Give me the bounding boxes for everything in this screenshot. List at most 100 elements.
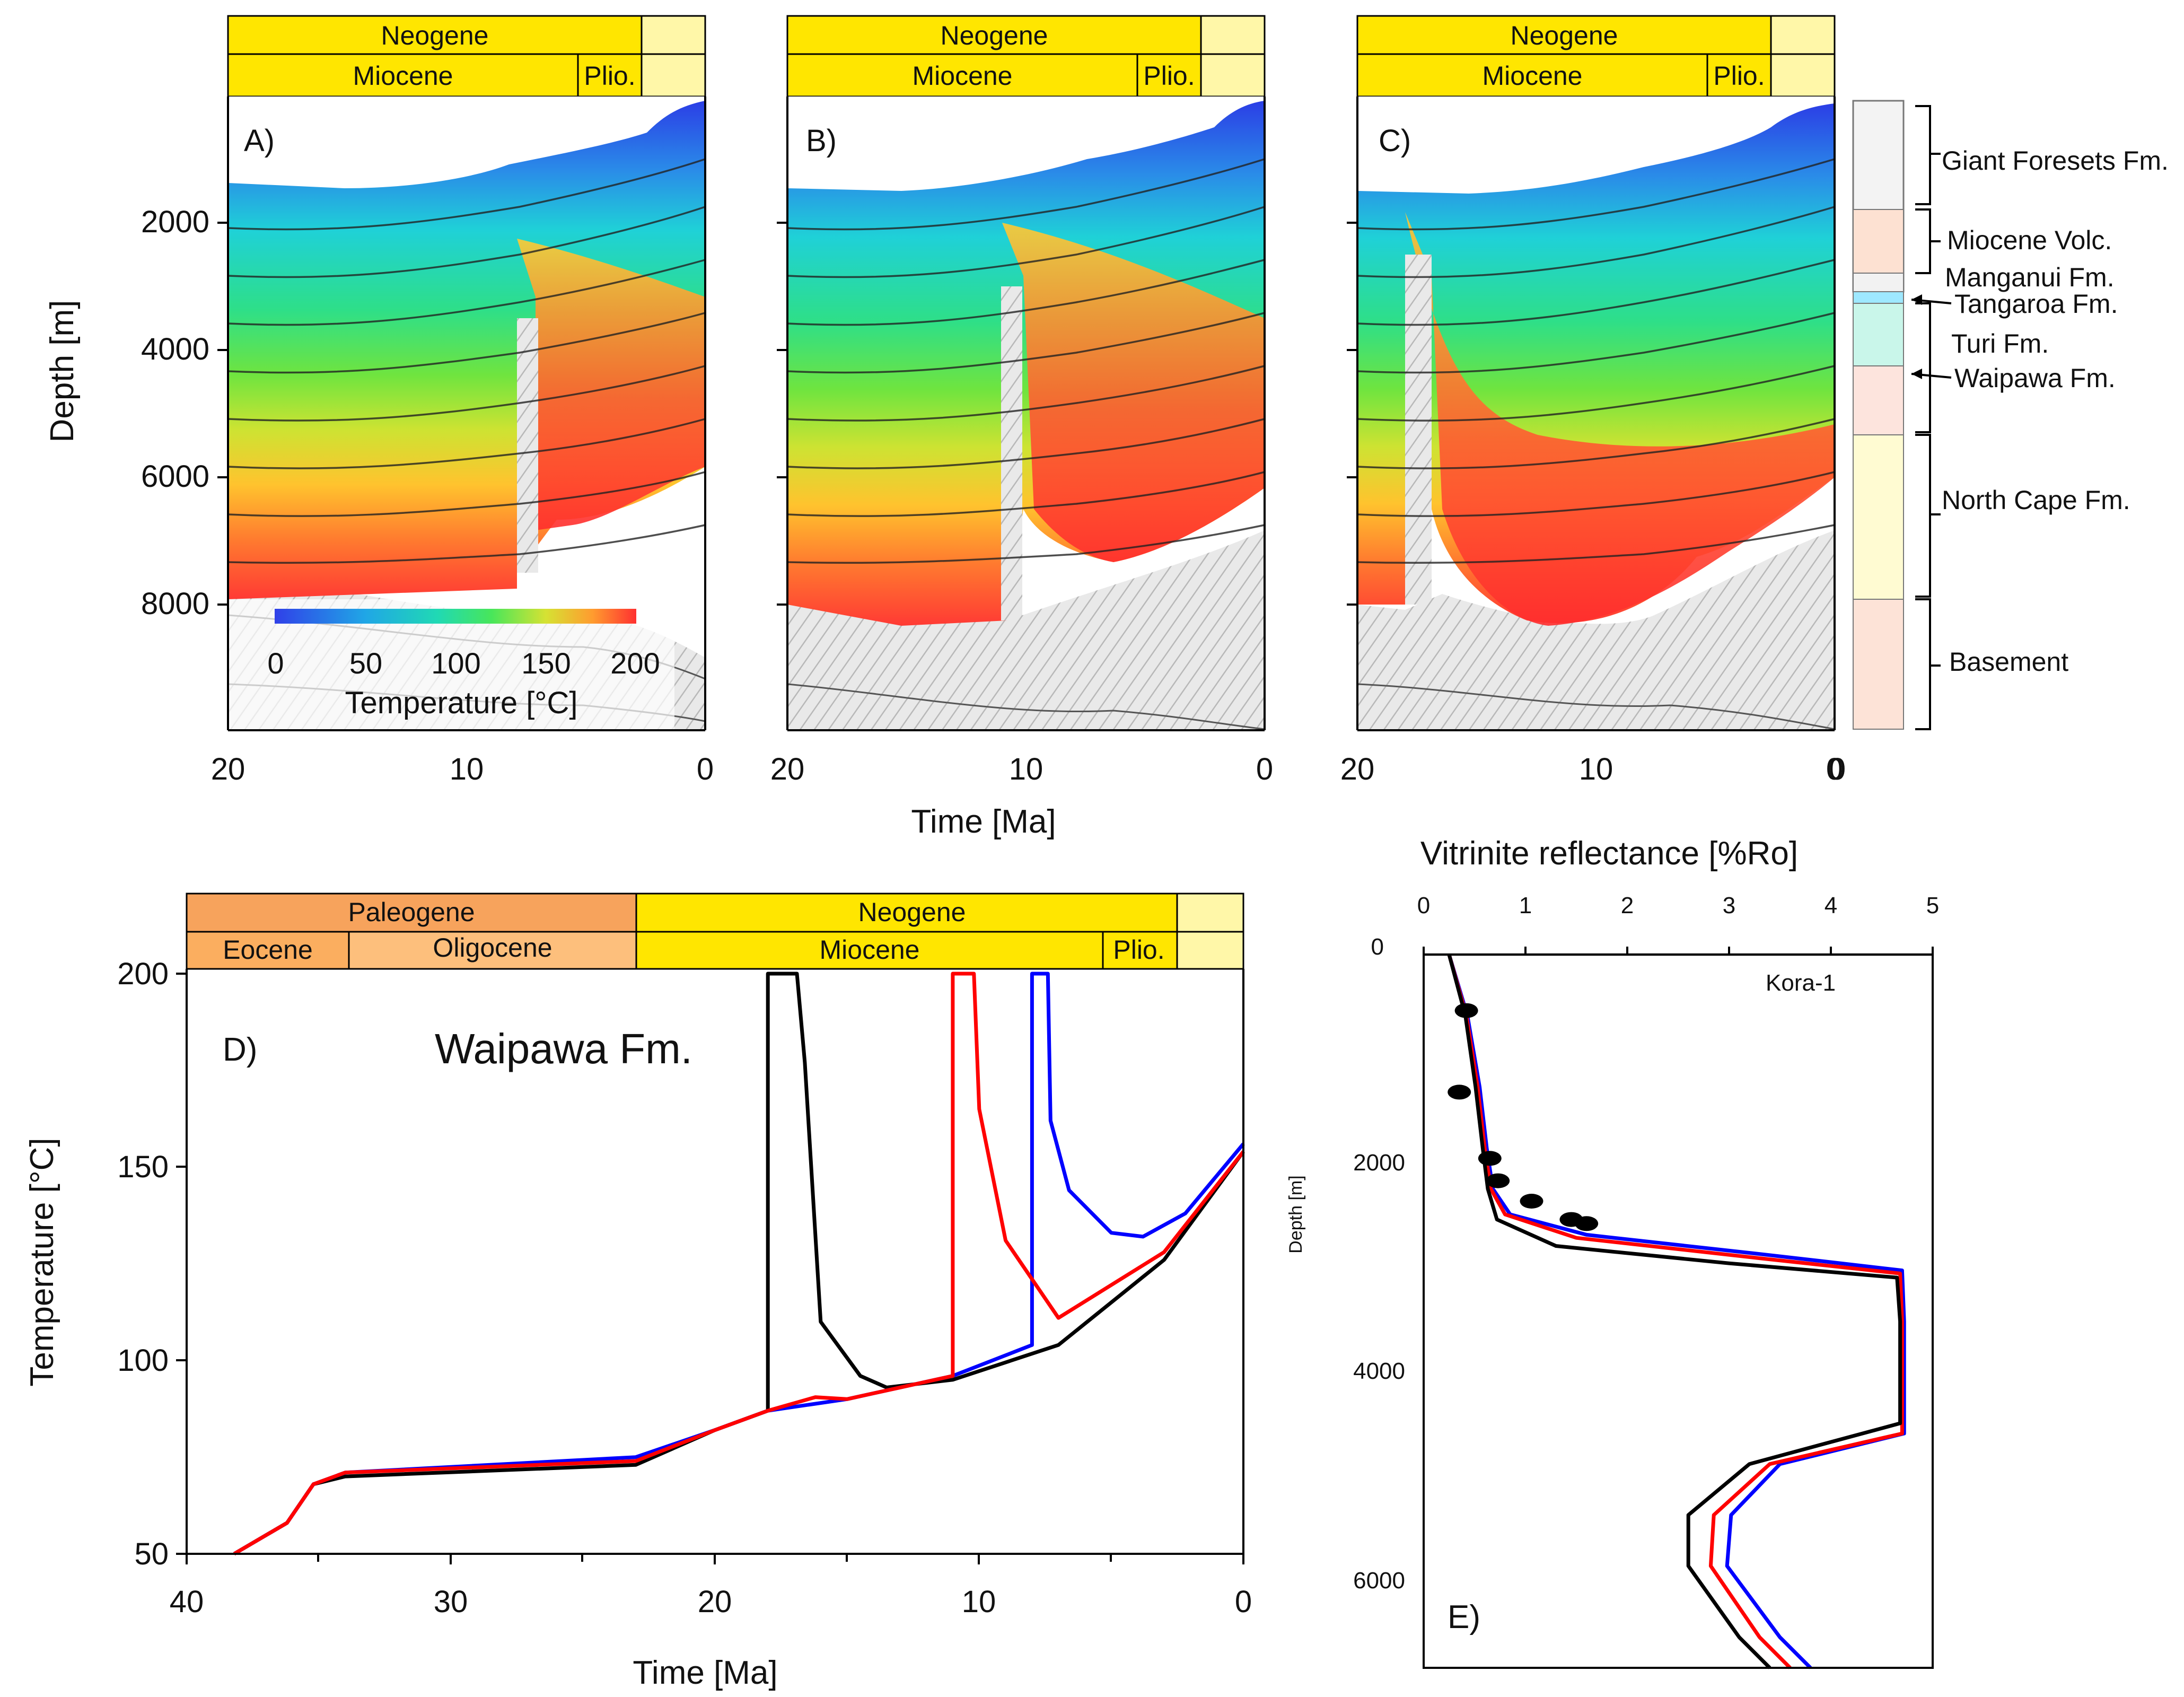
measured-point-e-6 (1575, 1216, 1599, 1231)
period-label-c: Neogene (1511, 21, 1618, 50)
panel-label-e: E) (1448, 1599, 1480, 1635)
x-tick-label-20-d: 20 (698, 1585, 732, 1619)
x-tick-label-10-a: 10 (450, 752, 484, 786)
epoch-label-miocene-d: Miocene (820, 935, 920, 965)
series-line-e-2 (1447, 954, 1902, 1669)
y-tick-label-150-d: 150 (117, 1150, 169, 1184)
fm-label-giant-foresets: Giant Foresets Fm. (1942, 146, 2169, 176)
y-tick-label-2000-a: 2000 (141, 205, 209, 239)
panel-label-d: D) (223, 1031, 257, 1068)
timescale-neogene-c (1356, 15, 1772, 55)
intrusion-c (1405, 255, 1432, 605)
plot-d-series (233, 972, 1245, 1556)
y-axis-title-a: Depth [m] (44, 300, 81, 443)
x-tick-label-0-b: 0 (1256, 752, 1273, 786)
timescale-miocene-b (786, 53, 1138, 98)
timescale-quat2-a (641, 53, 706, 98)
x-tick-label-20-b: 20 (770, 752, 805, 786)
timescale-quat2-c (1770, 53, 1836, 98)
period-label-paleogene-d: Paleogene (348, 897, 475, 927)
x-tick-label-20-c: 20 (1340, 752, 1375, 786)
x-tick-label-40-d: 40 (170, 1585, 204, 1619)
period-label-b: Neogene (941, 21, 1048, 50)
period-label-neogene-d: Neogene (858, 897, 966, 927)
strat-basement (1853, 599, 1904, 730)
intrusion-a (517, 318, 538, 573)
timescale-miocene-c (1356, 53, 1708, 98)
panel-a: Neogene Miocene Plio. A) 0 50 100 150 (44, 15, 714, 786)
series-line-e-1 (1447, 954, 1904, 1669)
fm-label-miocene-volc: Miocene Volc. (1947, 225, 2112, 255)
panel-b: Neogene Miocene Plio. B) 20 10 0 Time (770, 15, 1273, 840)
bracket-north-cape (1915, 434, 1941, 598)
x-tick-label-0-e: 0 (1417, 893, 1430, 919)
y-tick-label-2000-e: 2000 (1353, 1150, 1405, 1176)
timescale-oligocene-d (348, 931, 637, 970)
timescale-quat-d (1176, 893, 1244, 933)
x-tick-label-0-a: 0 (697, 752, 714, 786)
epoch-label-plio-c: Plio. (1713, 61, 1765, 91)
panel-c: Neogene Miocene Plio. C) 20 10 0 (1340, 15, 2169, 786)
x-axis-title-top: Time [Ma] (911, 803, 1056, 840)
colorbar-label: Temperature [°C] (345, 686, 577, 720)
strat-turi (1853, 303, 1904, 366)
y-tick-label-0-e: 0 (1371, 934, 1384, 960)
timescale-quat-c (1770, 15, 1836, 55)
panel-d: Paleogene Neogene Eocene Oligocene Mioce… (24, 893, 1252, 1691)
y-tick-label-8000-a: 8000 (141, 587, 209, 621)
x-tick-label-5-e: 5 (1926, 893, 1939, 919)
panel-label-c: C) (1379, 124, 1411, 158)
fm-label-manganui: Manganui Fm. (1945, 263, 2115, 292)
x-tick-label-10-d: 10 (962, 1585, 996, 1619)
y-tick-label-6000-a: 6000 (141, 459, 209, 494)
epoch-label-miocene-a: Miocene (353, 61, 453, 91)
y-tick-label-6000-e: 6000 (1353, 1568, 1405, 1594)
panel-label-a: A) (244, 124, 275, 158)
strat-tangaroa (1853, 291, 1904, 304)
strat-north-cape (1853, 434, 1904, 600)
timescale-miocene-a (227, 53, 579, 98)
epoch-label-eocene-d: Eocene (223, 935, 313, 965)
y-axis-title-d: Temperature [°C] (24, 1138, 60, 1386)
basement-hatch-b (787, 530, 1265, 730)
well-label-e: Kora-1 (1766, 970, 1836, 996)
measured-point-e-2 (1478, 1151, 1502, 1166)
colorbar-tick-0: 0 (267, 646, 284, 680)
y-tick-label-4000-e: 4000 (1353, 1358, 1405, 1384)
chart-title-d: Waipawa Fm. (435, 1025, 692, 1072)
fm-label-waipawa: Waipawa Fm. (1954, 363, 2116, 393)
timescale-quat-a (641, 15, 706, 55)
x-tick-label-10-b: 10 (1009, 752, 1043, 786)
plot-e-series (1447, 954, 1906, 1669)
isolines-b (787, 158, 1265, 730)
epoch-label-plio-a: Plio. (584, 61, 635, 91)
series-line-d-2 (233, 972, 1245, 1556)
x-tick-label-30-d: 30 (434, 1585, 468, 1619)
strat-miocene-volc (1853, 209, 1904, 274)
x-tick-label-3-e: 3 (1723, 893, 1735, 919)
hot-zone-c (1405, 212, 1835, 626)
timescale-paleogene-d (186, 893, 637, 933)
colorbar-tick-200: 200 (610, 646, 660, 680)
bracket-giant-foresets (1915, 105, 1941, 205)
fm-label-tangaroa: Tangaroa Fm. (1954, 289, 2118, 319)
bracket-turi (1915, 302, 1931, 433)
timescale-plio-d (1102, 931, 1178, 970)
epoch-label-plio-d: Plio. (1113, 935, 1164, 965)
arrowhead-waipawa (1911, 369, 1922, 379)
series-line-d-0 (233, 972, 1245, 1556)
intrusion-b (1001, 286, 1022, 620)
measured-point-e-4 (1520, 1194, 1543, 1209)
chart-title-e: Vitrinite reflectance [%Ro] (1420, 835, 1798, 872)
measured-point-e-0 (1454, 1003, 1478, 1018)
plot-frame-e (1423, 954, 1934, 1669)
x-tick-label-4-e: 4 (1825, 893, 1837, 919)
y-tick-label-200-d: 200 (117, 957, 169, 991)
bracket-basement (1915, 598, 1941, 730)
timescale-quat2-d (1176, 931, 1244, 970)
timescale-quat-b (1200, 15, 1266, 55)
timescale-miocene-d (635, 931, 1104, 970)
colorbar-tick-50: 50 (349, 646, 382, 680)
colorbar-tick-100: 100 (431, 646, 480, 680)
